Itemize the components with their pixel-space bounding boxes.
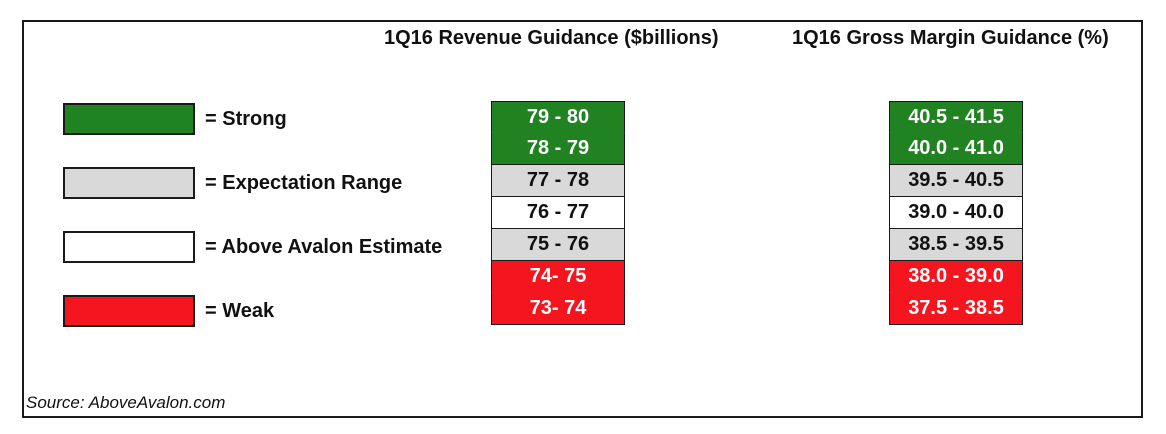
legend-swatch-expectation [63, 167, 195, 199]
guidance-cell-estimate: 39.0 - 40.0 [889, 197, 1023, 229]
legend-label-strong: = Strong [205, 108, 287, 130]
guidance-cell-estimate: 76 - 77 [491, 197, 625, 229]
guidance-cell-weak: 74- 75 [491, 261, 625, 293]
source-note: Source: AboveAvalon.com [26, 393, 226, 412]
legend-swatch-strong [63, 103, 195, 135]
chart-frame [22, 20, 1143, 418]
guidance-cell-strong: 40.5 - 41.5 [889, 101, 1023, 133]
guidance-cell-expectation: 77 - 78 [491, 165, 625, 197]
guidance-cell-weak: 38.0 - 39.0 [889, 261, 1023, 293]
guidance-cell-weak: 73- 74 [491, 293, 625, 325]
guidance-cell-expectation: 39.5 - 40.5 [889, 165, 1023, 197]
guidance-cell-weak: 37.5 - 38.5 [889, 293, 1023, 325]
legend-label-weak: = Weak [205, 300, 275, 322]
legend-swatch-weak [63, 295, 195, 327]
guidance-cell-strong: 40.0 - 41.0 [889, 133, 1023, 165]
legend-swatch-estimate [63, 231, 195, 263]
legend-label-estimate: = Above Avalon Estimate [205, 236, 443, 258]
guidance-cell-strong: 79 - 80 [491, 101, 625, 133]
legend-label-expectation: = Expectation Range [205, 172, 403, 194]
guidance-cell-strong: 78 - 79 [491, 133, 625, 165]
guidance-cell-expectation: 75 - 76 [491, 229, 625, 261]
guidance-cell-expectation: 38.5 - 39.5 [889, 229, 1023, 261]
revenue-guidance-header: 1Q16 Revenue Guidance ($billions) [384, 27, 719, 49]
revenue-guidance-column: 79 - 80 78 - 79 77 - 78 76 - 77 75 - 76 74- 7… [491, 101, 625, 325]
gross-margin-guidance-column: 40.5 - 41.5 40.0 - 41.0 39.5 - 40.5 39.0 - … [889, 101, 1023, 325]
gross-margin-guidance-header: 1Q16 Gross Margin Guidance (%) [792, 27, 1109, 49]
